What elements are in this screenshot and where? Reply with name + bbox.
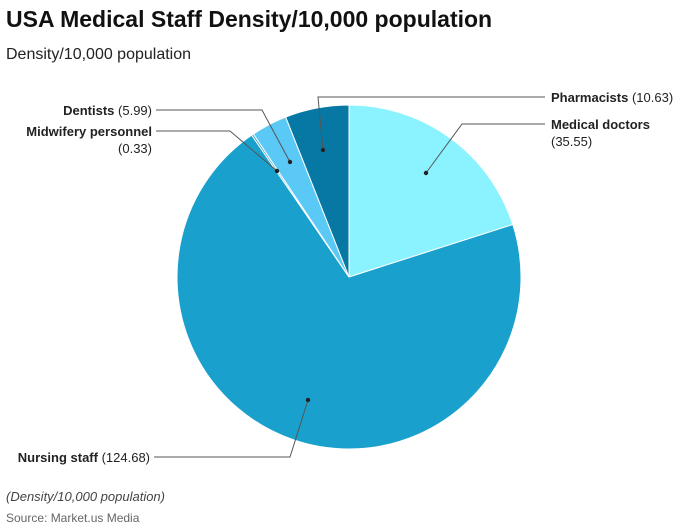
chart-subtitle: Density/10,000 population — [6, 46, 192, 63]
leader-nursing-staff — [154, 399, 309, 458]
source: Source: Market.us Media — [6, 511, 140, 525]
label-midwifery: Midwifery personnel (0.33) — [26, 124, 152, 156]
slice-medical-doctors — [348, 104, 514, 278]
slice-nursing-staff — [176, 134, 522, 450]
label-pharmacists: Pharmacists (10.63) — [551, 90, 674, 105]
footnote: (Density/10,000 population) — [6, 489, 165, 504]
leader-medical-doctors — [425, 123, 545, 174]
label-nursing-staff: Nursing staff (124.68) — [17, 450, 150, 465]
label-medical-doctors: Medical doctors (35.55) — [551, 117, 650, 149]
label-dentists: Dentists (5.99) — [63, 103, 152, 118]
slice-pharmacists — [285, 104, 350, 278]
leader-midwifery — [156, 130, 278, 172]
leader-dentists — [156, 109, 291, 163]
chart-title: USA Medical Staff Density/10,000 populat… — [6, 6, 493, 32]
leader-pharmacists — [317, 96, 545, 151]
